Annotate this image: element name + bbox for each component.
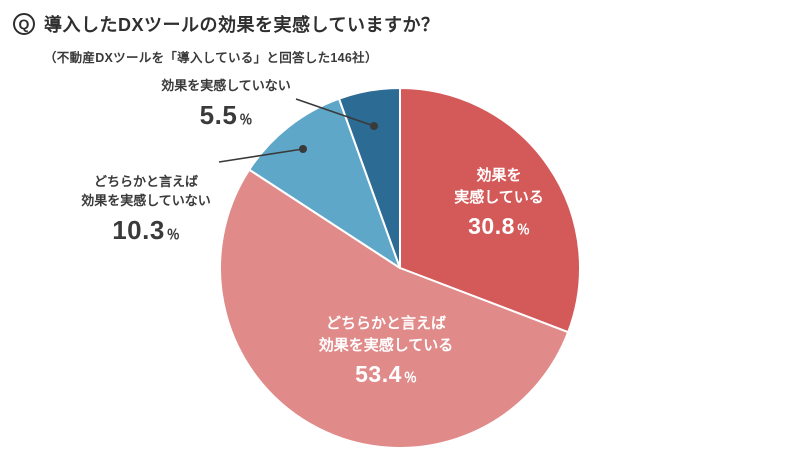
value-row: 5.5 ％ — [161, 97, 291, 135]
label-line: 効果を — [476, 167, 522, 185]
value-row: 10.3 ％ — [81, 212, 211, 250]
header: Q 導入したDXツールの効果を実感していますか？ — [13, 11, 439, 37]
value-row: 53.4 ％ — [319, 358, 454, 391]
value-row: 30.8 ％ — [454, 210, 544, 243]
slice-value: 53.4 — [355, 360, 402, 387]
slice-label-effect-felt: 効果を 実感している 30.8 ％ — [454, 165, 544, 243]
leader-line — [295, 98, 375, 127]
percent-sign: ％ — [516, 221, 530, 237]
pie-slice-0 — [399, 87, 581, 334]
chart-subtitle: （不動産DXツールを「導入している」と回答した146社） — [44, 51, 378, 65]
slice-value: 5.5 — [199, 100, 238, 131]
q-icon: Q — [13, 13, 35, 35]
percent-sign: ％ — [239, 112, 253, 128]
pie-slice-2 — [248, 97, 401, 269]
leader-dot — [370, 122, 378, 130]
label-line: どちらかと言えば — [93, 173, 198, 189]
slice-label-somewhat-felt: どちらかと言えば 効果を実感している 53.4 ％ — [319, 313, 454, 391]
slice-label-somewhat-not-felt: どちらかと言えば 効果を実感していない 10.3 ％ — [81, 173, 211, 249]
slice-value: 30.8 — [468, 212, 515, 239]
label-line: 実感している — [454, 188, 544, 206]
label-line: どちらかと言えば — [325, 315, 446, 333]
leader-line — [218, 148, 304, 163]
slice-label-not-felt: 効果を実感していない 5.5 ％ — [161, 77, 291, 135]
label-line: 効果を実感していない — [161, 78, 291, 94]
chart-title: 導入したDXツールの効果を実感していますか？ — [44, 15, 440, 35]
label-line: 効果を実感していない — [81, 192, 211, 208]
percent-sign: ％ — [403, 369, 417, 385]
percent-sign: ％ — [166, 226, 180, 242]
label-line: 効果を実感している — [318, 336, 454, 354]
slice-value: 10.3 — [112, 214, 165, 245]
leader-dot — [299, 145, 307, 153]
pie-slice-1 — [219, 168, 570, 449]
pie-slice-3 — [338, 87, 401, 269]
